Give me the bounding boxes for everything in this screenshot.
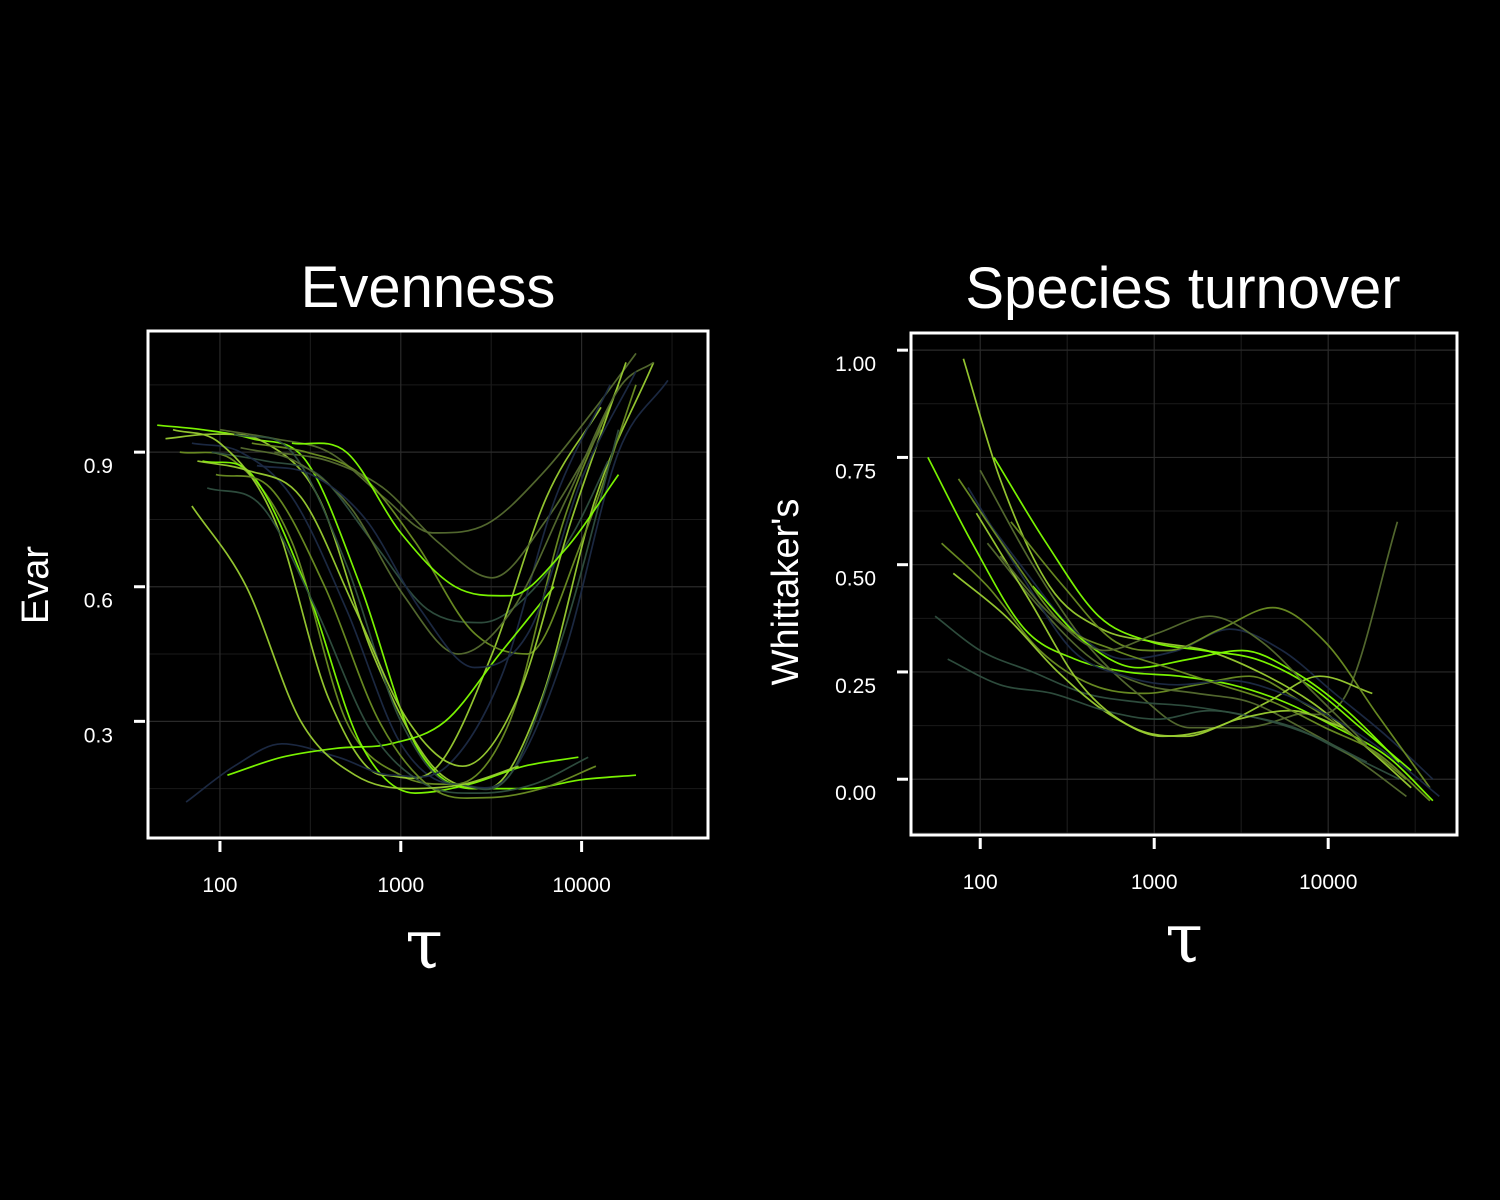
y-tick-label: 0.25 [835, 675, 876, 698]
species-turnover-y-axis-label: Whittaker's [765, 499, 807, 686]
series-line [979, 469, 1399, 729]
evenness-title: Evenness [301, 255, 556, 320]
series-line [206, 487, 589, 795]
series-line [197, 362, 627, 768]
evenness-y-axis-label: Evar [15, 546, 57, 624]
x-tick-label: 1000 [1131, 871, 1178, 894]
series-line [1031, 585, 1400, 763]
evenness-panel: Evenness Evar τ 100 1000 10000 0.3 0.6 0.9 [15, 255, 710, 985]
species-turnover-ticks: 100 1000 10000 0.00 0.25 0.50 0.75 1.00 [835, 348, 1357, 894]
evenness-x-axis-label: τ [405, 906, 443, 985]
series-line [999, 555, 1368, 746]
x-tick-label: 10000 [552, 874, 610, 897]
series-line [941, 542, 1407, 780]
evenness-curves [157, 352, 669, 803]
series-line [191, 379, 669, 789]
y-tick-label: 1.00 [835, 353, 876, 376]
evenness-grid [148, 331, 708, 838]
series-line [185, 384, 611, 803]
series-line [291, 442, 620, 597]
x-tick-label: 1000 [377, 874, 424, 897]
y-tick-label: 0.75 [835, 460, 876, 483]
series-line [234, 429, 620, 791]
species-turnover-panel: Species turnover Whittaker's τ 100 1000 10… [765, 256, 1459, 979]
x-tick-label: 100 [202, 874, 237, 897]
series-line [227, 586, 555, 777]
y-tick-label: 0.3 [84, 724, 113, 747]
series-line [993, 456, 1412, 772]
series-line [256, 371, 637, 669]
species-turnover-title: Species turnover [965, 256, 1400, 321]
series-line [967, 487, 1440, 798]
series-line [251, 384, 637, 655]
series-line [1010, 521, 1431, 789]
series-line [215, 473, 597, 800]
series-line [202, 460, 579, 794]
series-line [172, 406, 602, 780]
y-tick-label: 0.50 [835, 568, 876, 591]
species-turnover-plot-frame [909, 331, 1459, 837]
series-line [957, 478, 1431, 802]
series-line [927, 457, 1434, 802]
series-line [165, 362, 655, 790]
evenness-plot-frame [146, 329, 710, 840]
x-tick-label: 100 [963, 871, 998, 894]
species-turnover-x-axis-label: τ [1165, 900, 1203, 979]
y-tick-label: 0.00 [835, 782, 876, 805]
series-line [975, 512, 1344, 738]
series-line [219, 352, 637, 534]
series-line [962, 358, 1412, 789]
x-tick-label: 10000 [1299, 871, 1357, 894]
series-line [191, 505, 519, 790]
series-line [240, 361, 655, 655]
y-tick-label: 0.6 [84, 590, 113, 613]
species-turnover-grid [911, 333, 1457, 835]
evenness-ticks: 100 1000 10000 0.3 0.6 0.9 [84, 450, 611, 897]
series-line [947, 658, 1368, 763]
y-tick-label: 0.9 [84, 455, 113, 478]
species-turnover-curves [927, 358, 1440, 802]
